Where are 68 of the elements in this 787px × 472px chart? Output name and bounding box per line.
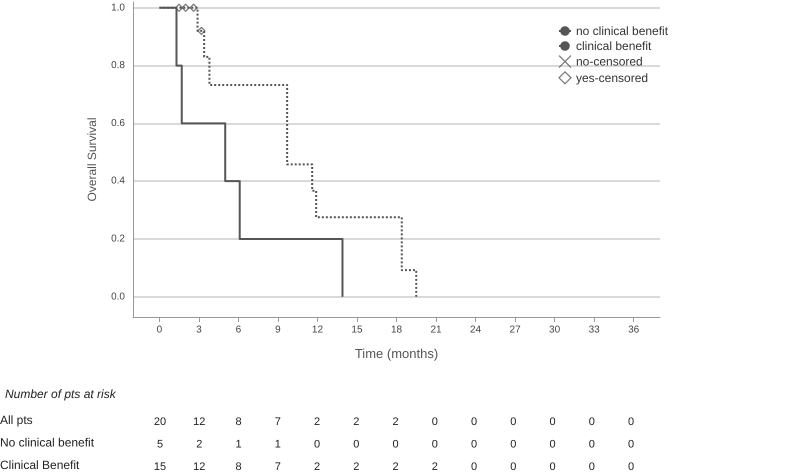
- text: 0: [314, 438, 320, 450]
- text: 2: [314, 461, 320, 472]
- x-tick-label: 3: [196, 324, 202, 336]
- x-tick-label: 15: [351, 324, 363, 336]
- text: 2: [392, 416, 399, 428]
- y-axis-title: Overall Survival: [85, 117, 99, 202]
- text: 8: [235, 416, 242, 428]
- text: 0: [353, 438, 360, 450]
- category-label: No clinical benefit: [0, 436, 95, 450]
- text: 0: [588, 461, 595, 472]
- text: 0: [550, 461, 556, 472]
- x-axis-title: Time (months): [354, 346, 438, 361]
- text: 2: [353, 416, 360, 428]
- text: 0: [550, 416, 556, 428]
- text: 0: [510, 416, 516, 428]
- text: 5: [156, 438, 164, 450]
- text: 0: [588, 438, 595, 450]
- y-tick-label: 1.0: [111, 2, 126, 14]
- text: 0: [628, 461, 634, 472]
- x-tick-label: 12: [312, 324, 324, 336]
- text: 12: [193, 461, 206, 472]
- category-label: Clinical Benefit: [0, 458, 80, 472]
- x-tick-label: 0: [156, 324, 163, 336]
- text: 0: [628, 438, 634, 450]
- x-tick-label: 6: [236, 324, 242, 336]
- legend-label: no clinical benefit: [576, 24, 669, 38]
- x-tick-label: 36: [628, 324, 640, 336]
- text: 1: [235, 438, 242, 450]
- y-tick-label: 0.2: [111, 233, 126, 244]
- text: 0: [510, 438, 516, 450]
- text: 15: [154, 461, 166, 472]
- text: 8: [235, 461, 242, 472]
- text: 20: [154, 416, 166, 428]
- x-tick-label: 9: [275, 324, 282, 336]
- text: 0: [470, 438, 478, 450]
- text: 0: [470, 416, 478, 428]
- text: 0: [628, 416, 634, 428]
- legend-label: clinical benefit: [576, 39, 652, 53]
- legend-label: no-censored: [576, 54, 643, 69]
- text: 0: [510, 461, 516, 472]
- text: 1: [274, 438, 281, 450]
- text: 2: [353, 461, 360, 472]
- text: 0: [470, 461, 478, 472]
- y-tick-label: 0.0: [111, 291, 126, 302]
- text: 2: [392, 461, 399, 472]
- category-label: All pts: [0, 413, 33, 427]
- text: 2: [196, 438, 202, 450]
- text: 0: [588, 416, 595, 428]
- text: 0: [432, 438, 438, 450]
- text: Number of pts at risk: [5, 387, 117, 401]
- x-tick-label: 33: [588, 324, 600, 336]
- x-tick-label: 27: [510, 324, 522, 336]
- text: 2: [314, 416, 320, 428]
- legend-label: yes-censored: [576, 70, 648, 85]
- text: 0: [392, 438, 399, 450]
- x-tick-label: 18: [390, 324, 402, 336]
- y-tick-label: 0.8: [111, 60, 126, 72]
- text: 12: [193, 416, 206, 428]
- text: 0: [432, 416, 438, 428]
- x-tick-label: 30: [549, 324, 561, 336]
- text: 7: [274, 416, 281, 428]
- y-tick-label: 0.6: [111, 118, 126, 129]
- text: 2: [432, 461, 438, 472]
- x-tick-label: 24: [470, 324, 482, 336]
- x-tick-label: 21: [430, 324, 442, 336]
- text: 0: [550, 438, 556, 450]
- y-tick-label: 0.4: [111, 176, 126, 187]
- text: 7: [274, 461, 281, 472]
